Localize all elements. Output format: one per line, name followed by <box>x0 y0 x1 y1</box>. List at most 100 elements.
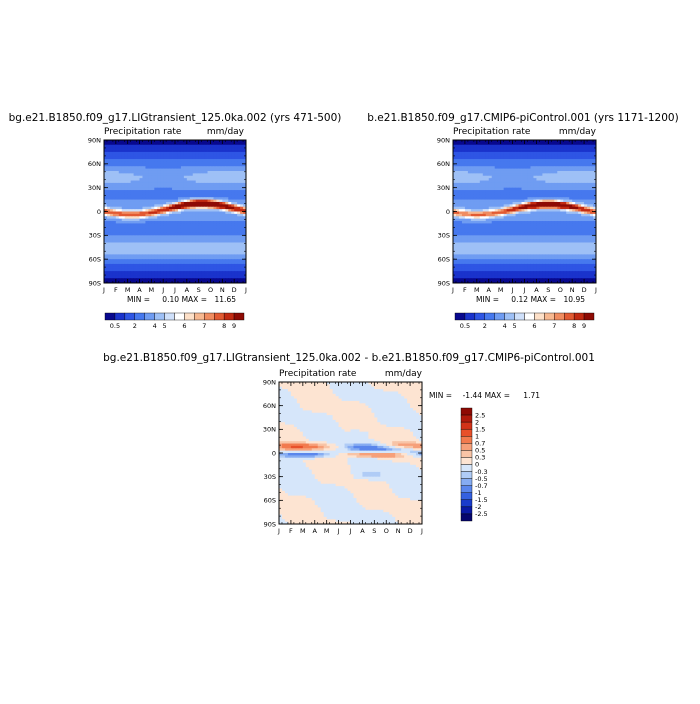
heatmap-cell <box>536 190 539 193</box>
heatmap-cell <box>483 150 486 153</box>
heatmap-cell <box>225 269 228 272</box>
heatmap-cell <box>581 202 584 205</box>
heatmap-cell <box>113 247 116 250</box>
heatmap-cell <box>148 171 151 174</box>
heatmap-cell <box>468 142 471 145</box>
heatmap-cell <box>234 204 237 207</box>
heatmap-cell <box>231 216 234 219</box>
heatmap-cell <box>154 242 157 245</box>
heatmap-cell <box>216 202 219 205</box>
heatmap-cell <box>178 259 181 262</box>
heatmap-cell <box>234 278 237 281</box>
heatmap-cell <box>477 169 480 172</box>
heatmap-cell <box>453 195 456 198</box>
heatmap-cell <box>459 209 462 212</box>
heatmap-cell <box>154 188 157 191</box>
heatmap-cell <box>145 223 148 226</box>
heatmap-cell <box>489 154 492 157</box>
heatmap-cell <box>116 245 119 248</box>
heatmap-cell <box>240 245 243 248</box>
heatmap-cell <box>551 157 554 160</box>
heatmap-cell <box>154 254 157 257</box>
heatmap-cell <box>184 166 187 169</box>
heatmap-cell <box>169 166 172 169</box>
heatmap-cell <box>205 257 208 260</box>
heatmap-cell <box>228 252 231 255</box>
heatmap-cell <box>545 221 548 224</box>
heatmap-cell <box>134 250 137 253</box>
heatmap-cell <box>471 216 474 219</box>
heatmap-cell <box>184 145 187 148</box>
colorbar-box <box>135 313 145 320</box>
heatmap-cell <box>140 221 143 224</box>
heatmap-cell <box>498 209 501 212</box>
heatmap-cell <box>134 176 137 179</box>
heatmap-cell <box>492 142 495 145</box>
heatmap-cell <box>205 262 208 265</box>
heatmap-cell <box>163 242 166 245</box>
heatmap-cell <box>128 226 131 229</box>
heatmap-cell <box>584 188 587 191</box>
heatmap-cell <box>213 164 216 167</box>
heatmap-cell <box>190 212 193 215</box>
heatmap-cell <box>231 264 234 267</box>
heatmap-cell <box>480 157 483 160</box>
heatmap-cell <box>548 216 551 219</box>
heatmap-cell <box>536 202 539 205</box>
heatmap-cell <box>510 219 513 222</box>
heatmap-cell <box>563 195 566 198</box>
heatmap-cell <box>134 192 137 195</box>
heatmap-cell <box>560 154 563 157</box>
heatmap-cell <box>181 257 184 260</box>
heatmap-cell <box>137 152 140 155</box>
heatmap-cell <box>459 185 462 188</box>
heatmap-cell <box>563 204 566 207</box>
heatmap-cell <box>213 259 216 262</box>
heatmap-cell <box>587 209 590 212</box>
heatmap-cell <box>459 221 462 224</box>
heatmap-cell <box>504 197 507 200</box>
heatmap-cell <box>205 171 208 174</box>
heatmap-cell <box>572 221 575 224</box>
heatmap-cell <box>205 178 208 181</box>
heatmap-cell <box>211 259 214 262</box>
heatmap-cell <box>545 157 548 160</box>
heatmap-cell <box>566 221 569 224</box>
heatmap-cell <box>184 164 187 167</box>
heatmap-cell <box>234 176 237 179</box>
heatmap-cell <box>140 247 143 250</box>
heatmap-cell <box>107 192 110 195</box>
heatmap-cell <box>110 269 113 272</box>
heatmap-cell <box>157 183 160 186</box>
heatmap-cell <box>142 173 145 176</box>
heatmap-cell <box>468 145 471 148</box>
heatmap-cell <box>474 209 477 212</box>
heatmap-cell <box>231 209 234 212</box>
heatmap-cell <box>110 164 113 167</box>
heatmap-cell <box>240 273 243 276</box>
heatmap-cell <box>145 250 148 253</box>
heatmap-cell <box>590 223 593 226</box>
heatmap-cell <box>175 278 178 281</box>
heatmap-cell <box>554 164 557 167</box>
heatmap-cell <box>213 188 216 191</box>
heatmap-cell <box>510 183 513 186</box>
heatmap-cell <box>190 254 193 257</box>
heatmap-cell <box>495 190 498 193</box>
heatmap-cell <box>486 212 489 215</box>
heatmap-cell <box>525 169 528 172</box>
heatmap-cell <box>234 188 237 191</box>
heatmap-cell <box>125 154 128 157</box>
heatmap-cell <box>495 178 498 181</box>
heatmap-cell <box>554 223 557 226</box>
heatmap-cell <box>213 228 216 231</box>
heatmap-cell <box>166 154 169 157</box>
heatmap-cell <box>471 209 474 212</box>
heatmap-cell <box>142 154 145 157</box>
heatmap-cell <box>199 250 202 253</box>
heatmap-cell <box>459 200 462 203</box>
heatmap-cell <box>507 214 510 217</box>
heatmap-cell <box>513 181 516 184</box>
heatmap-cell <box>178 188 181 191</box>
heatmap-cell <box>569 202 572 205</box>
